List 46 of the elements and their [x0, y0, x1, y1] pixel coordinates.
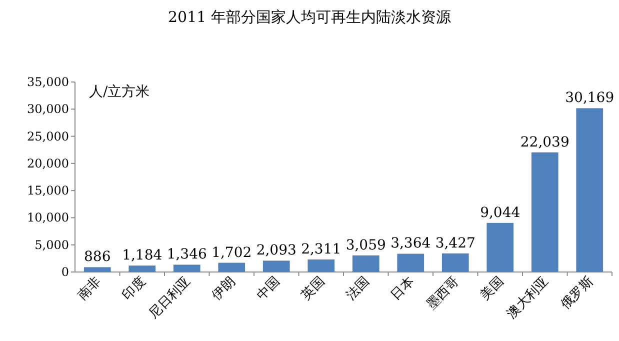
- data-label: 1,702: [212, 244, 252, 261]
- y-tick-label: 35,000: [27, 75, 69, 89]
- x-tick-label: 俄罗斯: [558, 274, 596, 312]
- data-label: 3,427: [435, 235, 476, 252]
- data-label: 3,364: [390, 236, 431, 252]
- x-tick-label: 尼日利亚: [146, 274, 194, 322]
- data-label: 886: [84, 249, 111, 266]
- x-tick-label: 南非: [75, 274, 104, 304]
- y-tick-label: 10,000: [27, 210, 69, 225]
- bar: [576, 108, 604, 272]
- y-tick-label: 30,000: [27, 102, 69, 116]
- bar: [531, 152, 558, 272]
- x-tick-label: 墨西哥: [424, 274, 462, 312]
- bar: [397, 254, 424, 272]
- x-tick-label: 法国: [344, 274, 373, 304]
- data-label: 2,093: [256, 242, 296, 259]
- bar: [486, 222, 514, 272]
- x-tick-label: 英国: [298, 274, 328, 304]
- y-tick-label: 5,000: [34, 238, 69, 252]
- x-tick-label: 伊朗: [208, 274, 238, 304]
- x-tick-label: 日本: [388, 274, 418, 304]
- bar: [262, 260, 290, 272]
- bar: [308, 259, 335, 272]
- x-tick-label: 美国: [477, 274, 507, 304]
- data-label: 9,044: [480, 204, 520, 221]
- x-tick-label: 印度: [119, 274, 149, 304]
- y-tick-label: 15,000: [27, 184, 69, 198]
- y-tick-label: 25,000: [27, 129, 69, 144]
- y-axis-title: 人/立方米: [89, 84, 150, 100]
- chart-title: 2011 年部分国家人均可再生内陆淡水资源: [168, 8, 451, 26]
- x-tick-label: 澳大利亚: [504, 274, 552, 322]
- bar: [173, 264, 200, 272]
- y-tick-label: 0: [61, 265, 69, 279]
- data-label: 1,346: [166, 246, 207, 263]
- x-tick-label: 中国: [254, 274, 284, 304]
- data-label: 30,169: [565, 90, 614, 106]
- bar: [128, 266, 156, 272]
- data-label: 22,039: [520, 134, 570, 150]
- data-label: 2,311: [301, 241, 342, 258]
- bar: [84, 267, 111, 272]
- bar: [442, 253, 469, 272]
- data-label: 1,184: [122, 248, 162, 264]
- bar: [218, 262, 246, 272]
- data-label: 3,059: [346, 237, 386, 254]
- bar: [352, 255, 380, 272]
- y-tick-label: 20,000: [27, 156, 69, 170]
